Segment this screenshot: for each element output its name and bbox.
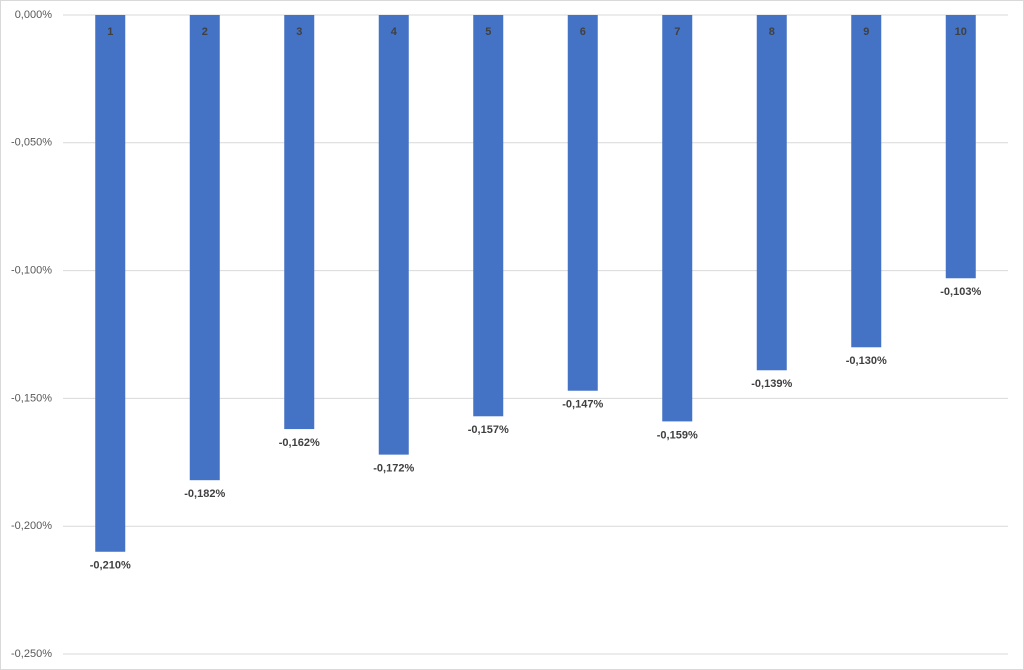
value-label: -0,157% [468, 424, 509, 436]
value-label: -0,210% [90, 560, 131, 572]
category-label: 9 [863, 26, 869, 38]
bar [473, 15, 504, 417]
y-tick-label: -0,100% [11, 265, 52, 277]
bar [662, 15, 693, 422]
y-tick-label: -0,150% [11, 392, 52, 404]
category-label: 3 [296, 26, 302, 38]
y-tick-label: 0,000% [15, 9, 53, 21]
category-label: 10 [955, 26, 967, 38]
bar [756, 15, 787, 371]
category-label: 7 [674, 26, 680, 38]
value-label: -0,130% [846, 355, 887, 367]
category-label: 2 [202, 26, 208, 38]
value-label: -0,159% [657, 429, 698, 441]
value-label: -0,172% [373, 463, 414, 475]
category-label: 6 [580, 26, 586, 38]
bar [567, 15, 598, 391]
bar [945, 15, 976, 279]
y-tick-label: -0,250% [11, 648, 52, 660]
value-label: -0,147% [562, 399, 603, 411]
bar [378, 15, 409, 455]
category-label: 8 [769, 26, 775, 38]
value-label: -0,182% [184, 488, 225, 500]
category-label: 4 [391, 26, 398, 38]
y-tick-label: -0,050% [11, 137, 52, 149]
value-label: -0,162% [279, 437, 320, 449]
bar [95, 15, 126, 552]
category-label: 5 [485, 26, 491, 38]
bar [189, 15, 220, 481]
value-label: -0,139% [751, 378, 792, 390]
bar [851, 15, 882, 348]
y-tick-label: -0,200% [11, 520, 52, 532]
bar [284, 15, 315, 430]
value-label: -0,103% [940, 286, 981, 298]
category-label: 1 [107, 26, 113, 38]
